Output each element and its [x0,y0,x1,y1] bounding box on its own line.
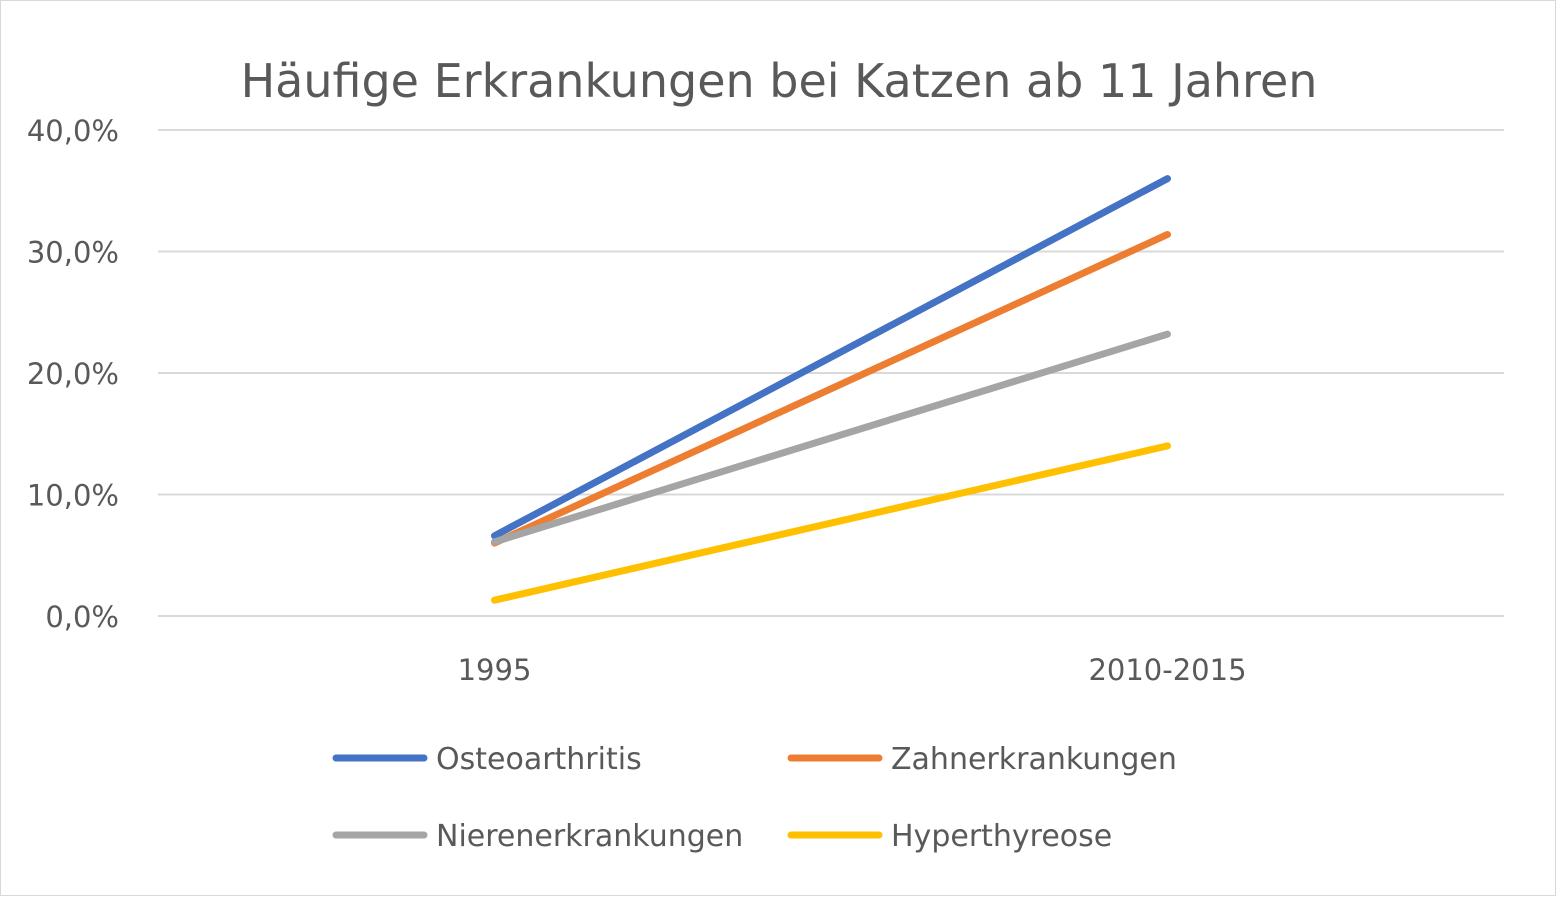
legend-label: Nierenerkrankungen [436,819,743,854]
chart-title: Häufige Erkrankungen bei Katzen ab 11 Ja… [241,54,1318,108]
y-tick-label: 10,0% [27,479,119,513]
x-tick-label: 1995 [458,653,532,687]
legend: Osteoarthritis Zahnerkrankungen Nierenerkr… [332,742,1177,854]
legend-label: Zahnerkrankungen [891,742,1177,777]
x-axis-tick-labels: 1995 2010-2015 [458,653,1247,687]
y-tick-label: 0,0% [45,600,119,634]
series-line-hyperthyreose [491,442,1171,604]
y-axis-tick-labels: 0,0% 10,0% 20,0% 30,0% 40,0% [27,114,119,634]
series-line-nierenerkrankungen [491,330,1171,546]
series-line-zahnerkrankungen [491,230,1171,547]
x-tick-label: 2010-2015 [1088,653,1246,687]
legend-label: Osteoarthritis [436,742,642,777]
y-tick-label: 40,0% [27,114,119,148]
y-tick-label: 30,0% [27,236,119,270]
series-lines [491,175,1171,604]
legend-label: Hyperthyreose [891,819,1112,854]
series-line-osteoarthritis [491,175,1171,540]
y-tick-label: 20,0% [27,357,119,391]
gridlines [158,129,1504,617]
